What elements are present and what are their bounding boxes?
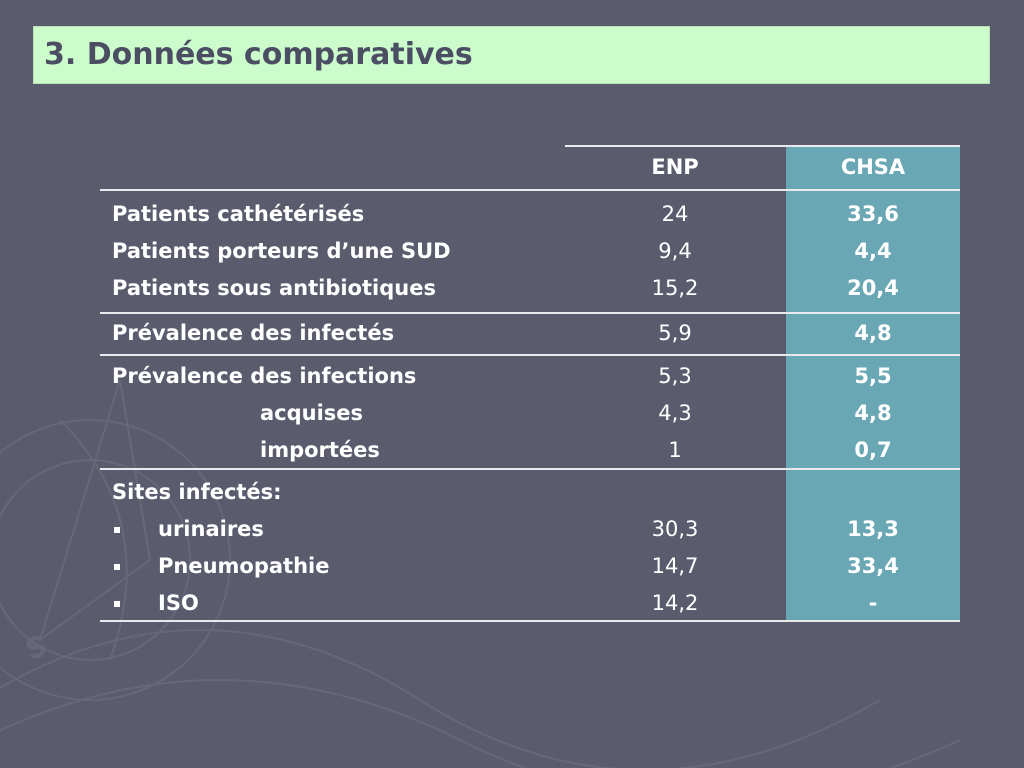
enp-value: 14,7: [651, 554, 699, 578]
row-label: urinaires: [158, 517, 264, 541]
table-row: Prévalence des infections 5,3 5,5: [100, 358, 960, 395]
chsa-value: 4,4: [854, 239, 892, 263]
column-header-enp: ENP: [651, 155, 699, 179]
row-separator-line: [100, 468, 960, 470]
row-label: Patients porteurs d’une SUD: [112, 239, 451, 263]
row-label: Patients cathétérisés: [112, 202, 365, 226]
header-bottom-line: [100, 189, 960, 191]
row-label: Prévalence des infectés: [112, 321, 395, 345]
table-row: acquises 4,3 4,8: [100, 395, 960, 432]
table-row: urinaires 30,3 13,3: [100, 511, 960, 548]
chsa-value: 5,5: [854, 364, 892, 388]
page-title: 3. Données comparatives: [44, 37, 473, 72]
chsa-value: 13,3: [847, 517, 899, 541]
chsa-value: 4,8: [854, 401, 892, 425]
row-label: ISO: [158, 591, 199, 615]
chsa-value: -: [868, 591, 878, 615]
enp-value: 5,3: [658, 364, 692, 388]
enp-value: 9,4: [658, 239, 692, 263]
title-bar: 3. Données comparatives: [33, 26, 990, 84]
enp-value: 4,3: [658, 401, 692, 425]
bullet-icon: [114, 564, 120, 570]
table-row: Sites infectés:: [100, 474, 960, 511]
chsa-value: 33,6: [847, 202, 899, 226]
chsa-value: 33,4: [847, 554, 899, 578]
table-row: Patients cathétérisés 24 33,6: [100, 196, 960, 233]
row-separator-line: [100, 620, 960, 622]
enp-value: 14,2: [651, 591, 699, 615]
row-label: acquises: [260, 401, 364, 425]
table-row: Prévalence des infectés 5,9 4,8: [100, 315, 960, 352]
table-row: Patients sous antibiotiques 15,2 20,4: [100, 270, 960, 307]
enp-value: 1: [668, 438, 682, 462]
enp-value: 15,2: [651, 276, 699, 300]
enp-value: 30,3: [651, 517, 699, 541]
header-top-line: [565, 145, 960, 147]
table-row: ISO 14,2 -: [100, 585, 960, 622]
enp-value: 24: [661, 202, 689, 226]
row-separator-line: [100, 312, 960, 314]
chsa-value: 0,7: [854, 438, 892, 462]
table-row: importées 1 0,7: [100, 432, 960, 469]
row-label: importées: [260, 438, 380, 462]
row-label: Prévalence des infections: [112, 364, 417, 388]
row-label: Sites infectés:: [112, 480, 282, 504]
column-header-chsa: CHSA: [840, 155, 906, 179]
row-label: Pneumopathie: [158, 554, 330, 578]
chsa-column-background: [786, 147, 960, 621]
bullet-icon: [114, 527, 120, 533]
bullet-icon: [114, 601, 120, 607]
chsa-value: 4,8: [854, 321, 892, 345]
table-row: Pneumopathie 14,7 33,4: [100, 548, 960, 585]
row-separator-line: [100, 354, 960, 356]
enp-value: 5,9: [658, 321, 692, 345]
row-label: Patients sous antibiotiques: [112, 276, 436, 300]
svg-text:S: S: [21, 629, 51, 667]
table-row: Patients porteurs d’une SUD 9,4 4,4: [100, 233, 960, 270]
chsa-value: 20,4: [847, 276, 899, 300]
comparison-table: ENP CHSA Patients cathétérisés 24 33,6 Pati…: [100, 0, 960, 768]
